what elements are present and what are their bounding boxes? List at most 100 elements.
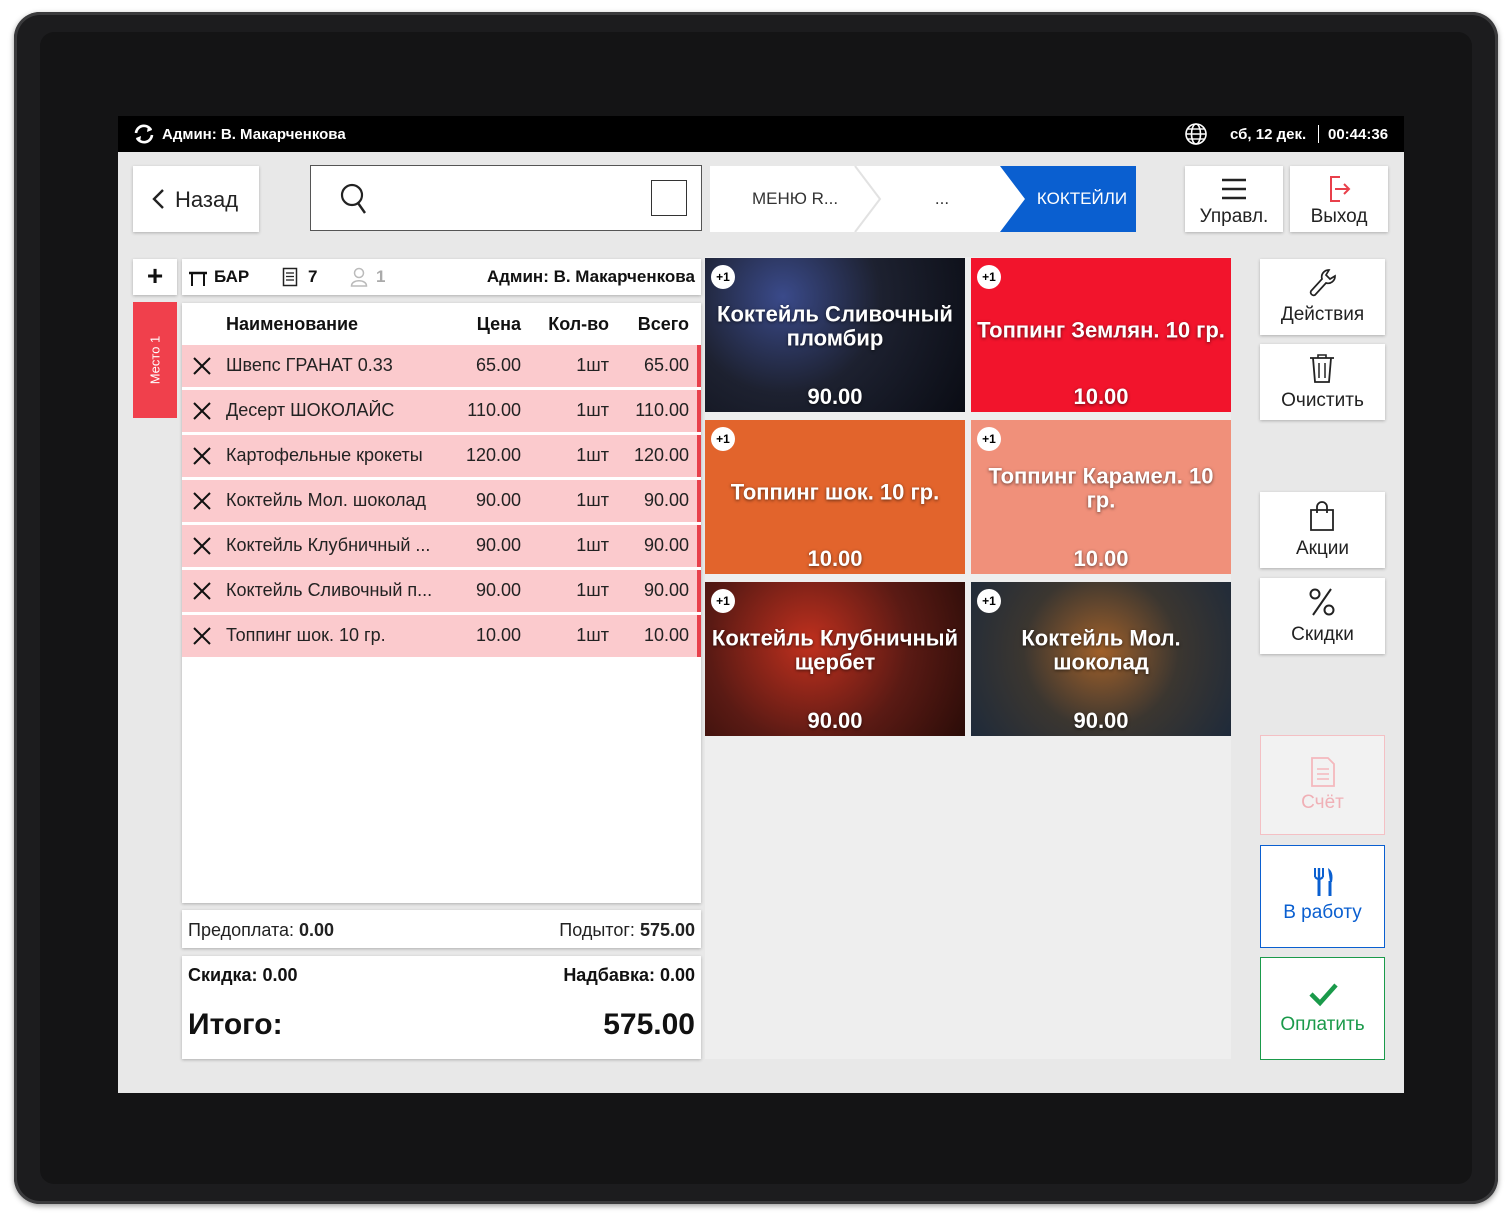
current-date: сб, 12 дек. <box>1230 126 1307 143</box>
totals-panel: Скидка: 0.00 Надбавка: 0.00 Итого: 575.0… <box>182 956 701 1059</box>
table-name[interactable]: БАР <box>214 267 250 286</box>
add-one-badge[interactable]: +1 <box>711 427 735 451</box>
product-tile[interactable]: +1 Коктейль Мол. шоколад 90.00 <box>971 582 1231 736</box>
globe-icon[interactable] <box>1184 122 1208 146</box>
item-qty[interactable]: 1шт <box>576 625 609 645</box>
item-total: 90.00 <box>643 490 689 510</box>
clear-button-label: Очистить <box>1281 390 1364 411</box>
pay-button-label: Оплатить <box>1280 1014 1365 1035</box>
add-one-badge[interactable]: +1 <box>977 265 1001 289</box>
actions-button-label: Действия <box>1280 304 1365 325</box>
keyboard-toggle-checkbox[interactable] <box>651 180 687 216</box>
actions-button[interactable]: Действия <box>1260 259 1385 335</box>
logout-icon <box>1330 176 1351 202</box>
status-bar: Админ: В. Макарченкова сб, 12 дек. 00:44… <box>118 116 1404 152</box>
discount-value[interactable]: Скидка: 0.00 <box>188 965 298 985</box>
guest-count[interactable]: 1 <box>376 267 386 286</box>
product-name: Коктейль Сливочный пломбир <box>717 301 953 351</box>
product-tile[interactable]: +1 Коктейль Сливочный пломбир 90.00 <box>705 258 965 412</box>
breadcrumb-bg-2 <box>855 166 1025 232</box>
add-seat-button[interactable]: + <box>133 259 177 295</box>
seat-tab[interactable]: Место 1 <box>133 302 177 418</box>
breadcrumb-item-menu[interactable]: МЕНЮ R... <box>751 189 839 208</box>
breadcrumb-item-cocktails[interactable]: КОКТЕЙЛИ <box>1036 189 1128 208</box>
pay-button[interactable]: Оплатить <box>1260 957 1385 1060</box>
clear-button[interactable]: Очистить <box>1260 344 1385 420</box>
discounts-button[interactable]: Скидки <box>1260 578 1385 654</box>
item-name: Картофельные крокеты <box>226 445 423 465</box>
item-price: 90.00 <box>475 535 521 555</box>
remove-item-icon[interactable] <box>192 626 212 646</box>
subtotals-bar: Предоплата: 0.00 Подытог: 575.00 <box>182 910 701 948</box>
add-one-badge[interactable]: +1 <box>977 427 1001 451</box>
remove-item-icon[interactable] <box>192 356 212 376</box>
product-price: 90.00 <box>807 384 863 409</box>
product-price: 10.00 <box>807 546 863 571</box>
order-item-row[interactable]: Коктейль Сливочный п... 90.00 1шт 90.00 <box>182 570 701 612</box>
sync-icon[interactable] <box>132 123 156 145</box>
seat-tab-label: Место 1 <box>147 335 163 385</box>
breadcrumb-item-ellipsis[interactable]: ... <box>934 189 950 208</box>
back-button[interactable]: Назад <box>133 166 259 232</box>
item-total: 110.00 <box>635 400 689 420</box>
search-field[interactable] <box>310 165 702 231</box>
manage-button[interactable]: Управл. <box>1185 166 1283 232</box>
search-icon <box>340 183 366 214</box>
product-tile[interactable]: +1 Топпинг Землян. 10 гр. 10.00 <box>971 258 1231 412</box>
product-tile[interactable]: +1 Топпинг Карамел. 10 гр. 10.00 <box>971 420 1231 574</box>
order-item-row[interactable]: Десерт ШОКОЛАЙС 110.00 1шт 110.00 <box>182 390 701 432</box>
bill-icon <box>1311 757 1335 787</box>
remove-item-icon[interactable] <box>192 446 212 466</box>
item-total: 10.00 <box>643 625 689 645</box>
item-name: Коктейль Клубничный ... <box>226 535 431 555</box>
guest-icon <box>350 267 368 287</box>
item-qty[interactable]: 1шт <box>576 535 609 555</box>
item-name: Коктейль Сливочный п... <box>226 580 433 600</box>
bill-button[interactable]: Счёт <box>1260 735 1385 835</box>
product-price: 90.00 <box>807 708 863 733</box>
surcharge-value[interactable]: Надбавка: 0.00 <box>563 965 695 985</box>
remove-item-icon[interactable] <box>192 581 212 601</box>
item-qty[interactable]: 1шт <box>576 490 609 510</box>
add-one-badge[interactable]: +1 <box>711 589 735 613</box>
exit-button[interactable]: Выход <box>1290 166 1388 232</box>
item-qty[interactable]: 1шт <box>576 445 609 465</box>
order-item-row[interactable]: Коктейль Мол. шоколад 90.00 1шт 90.00 <box>182 480 701 522</box>
product-name: Коктейль Клубничный щербет <box>711 625 959 675</box>
order-item-row[interactable]: Швепс ГРАНАТ 0.33 65.00 1шт 65.00 <box>182 345 701 387</box>
product-price: 90.00 <box>1073 708 1129 733</box>
item-name: Швепс ГРАНАТ 0.33 <box>226 355 393 375</box>
item-total: 120.00 <box>633 445 689 465</box>
product-tile[interactable]: +1 Топпинг шок. 10 гр. 10.00 <box>705 420 965 574</box>
add-one-badge[interactable]: +1 <box>711 265 735 289</box>
order-item-row[interactable]: Топпинг шок. 10 гр. 10.00 1шт 10.00 <box>182 615 701 657</box>
remove-item-icon[interactable] <box>192 536 212 556</box>
remove-item-icon[interactable] <box>192 401 212 421</box>
remove-item-icon[interactable] <box>192 491 212 511</box>
column-qty: Кол-во <box>548 314 609 334</box>
bill-button-label: Счёт <box>1301 792 1344 813</box>
item-qty[interactable]: 1шт <box>576 400 609 420</box>
receipt-icon <box>282 267 298 287</box>
prepay-value: 0.00 <box>299 920 335 940</box>
item-total: 90.00 <box>643 535 689 555</box>
order-item-row[interactable]: Картофельные крокеты 120.00 1шт 120.00 <box>182 435 701 477</box>
promos-button[interactable]: Акции <box>1260 492 1385 568</box>
waiter-name: Админ: В. Макарченкова <box>486 267 695 286</box>
breadcrumb-bg-1 <box>710 166 880 232</box>
to-work-button[interactable]: В работу <box>1260 845 1385 948</box>
back-button-label: Назад <box>175 187 239 212</box>
item-price: 110.00 <box>467 400 521 420</box>
divider <box>1318 125 1319 143</box>
shopping-bag-icon <box>1310 501 1334 531</box>
subtotal-label: Подытог: <box>559 920 635 940</box>
total-value: 575.00 <box>603 1008 695 1041</box>
product-tile[interactable]: +1 Коктейль Клубничный щербет 90.00 <box>705 582 965 736</box>
add-one-badge[interactable]: +1 <box>977 589 1001 613</box>
promos-button-label: Акции <box>1295 538 1350 559</box>
item-qty[interactable]: 1шт <box>576 355 609 375</box>
order-number: 7 <box>308 267 318 286</box>
prepay-label: Предоплата: <box>188 920 294 940</box>
order-item-row[interactable]: Коктейль Клубничный ... 90.00 1шт 90.00 <box>182 525 701 567</box>
item-qty[interactable]: 1шт <box>576 580 609 600</box>
